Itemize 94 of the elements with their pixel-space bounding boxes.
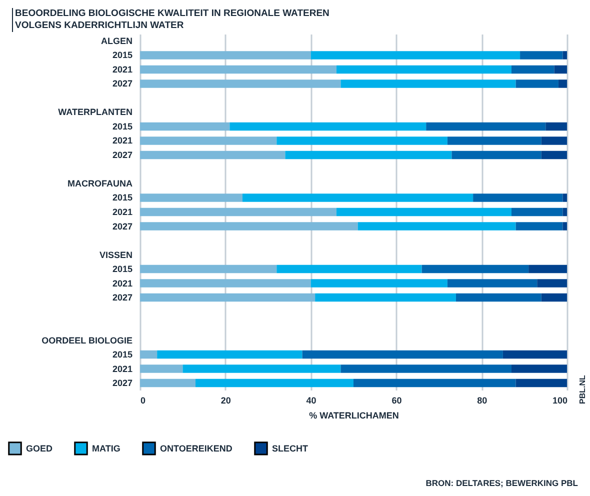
bar bbox=[562, 208, 567, 216]
bar bbox=[140, 208, 336, 216]
bar bbox=[140, 80, 341, 88]
y-tick-label: 2015 bbox=[112, 192, 132, 203]
x-tick-label: 100 bbox=[552, 396, 568, 406]
bar bbox=[558, 80, 567, 88]
bar bbox=[302, 350, 503, 359]
y-tick-label: 2021 bbox=[112, 278, 132, 288]
bar bbox=[182, 364, 341, 373]
bar bbox=[140, 264, 277, 274]
y-tick-label: WATERPLANTEN bbox=[58, 107, 132, 118]
bar bbox=[541, 136, 567, 145]
bar bbox=[447, 279, 538, 288]
bar bbox=[447, 136, 542, 145]
legend-label: MATIG bbox=[92, 443, 120, 454]
bar bbox=[502, 350, 567, 359]
bar bbox=[511, 364, 567, 373]
y-tick-label: 2015 bbox=[112, 264, 132, 274]
bar bbox=[140, 65, 336, 74]
bar bbox=[354, 378, 516, 388]
x-axis-title: % WATERLICHAMEN bbox=[309, 410, 399, 420]
bar bbox=[452, 150, 542, 160]
y-tick-label: 2027 bbox=[112, 221, 132, 232]
bar bbox=[340, 80, 516, 88]
bar bbox=[511, 208, 563, 216]
bar bbox=[541, 150, 567, 160]
x-tick-label: 60 bbox=[392, 396, 402, 406]
bar bbox=[140, 364, 183, 373]
bar bbox=[140, 122, 230, 131]
bar bbox=[276, 136, 448, 145]
bar bbox=[140, 194, 242, 202]
bar bbox=[422, 264, 529, 274]
y-tick-label: 2027 bbox=[112, 292, 132, 303]
bar bbox=[511, 65, 554, 74]
bar bbox=[537, 279, 567, 288]
bar bbox=[157, 350, 302, 359]
bar bbox=[196, 378, 354, 388]
bar bbox=[140, 350, 158, 359]
bar bbox=[562, 51, 567, 60]
y-tick-label: 2015 bbox=[112, 121, 132, 132]
x-tick-label: 40 bbox=[306, 396, 316, 406]
bar bbox=[310, 279, 448, 288]
legend-label: SLECHT bbox=[272, 443, 308, 454]
y-tick-label: 2021 bbox=[112, 64, 132, 74]
bar bbox=[562, 222, 567, 230]
y-tick-label: 2027 bbox=[112, 378, 132, 388]
bar bbox=[520, 51, 563, 60]
bar bbox=[140, 279, 311, 288]
y-tick-label: 2027 bbox=[112, 150, 132, 160]
bar bbox=[140, 136, 277, 145]
x-tick-label: 0 bbox=[140, 396, 146, 406]
y-tick-label: 2021 bbox=[112, 136, 132, 146]
y-tick-label: ALGEN bbox=[101, 36, 132, 46]
bar bbox=[554, 65, 567, 74]
bar bbox=[276, 264, 422, 274]
bar bbox=[336, 208, 512, 216]
legend-label: GOED bbox=[26, 443, 54, 454]
y-tick-label: OORDEEL BIOLOGIE bbox=[42, 335, 132, 346]
legend-label: ONTOEREIKEND bbox=[160, 443, 233, 454]
bar bbox=[140, 222, 358, 230]
bar bbox=[315, 293, 456, 302]
bar bbox=[340, 364, 512, 373]
bar bbox=[242, 194, 474, 202]
text: BRON: DELTARES; BEWERKING PBL bbox=[426, 478, 578, 488]
bar bbox=[528, 264, 567, 274]
y-tick-label: VISSEN bbox=[99, 250, 132, 260]
bar bbox=[516, 80, 558, 88]
y-tick-label: 2015 bbox=[112, 350, 132, 360]
bar bbox=[140, 378, 196, 388]
text: PBL.NL bbox=[578, 375, 587, 404]
bar bbox=[541, 293, 567, 302]
bar bbox=[546, 122, 567, 131]
bar bbox=[456, 293, 542, 302]
x-tick-label: 20 bbox=[220, 396, 231, 406]
y-tick-label: 2021 bbox=[112, 364, 132, 374]
y-tick-label: MACROFAUNA bbox=[68, 178, 133, 188]
bar bbox=[230, 122, 426, 131]
y-tick-label: 2027 bbox=[112, 78, 132, 89]
bar bbox=[516, 222, 563, 230]
bar bbox=[562, 194, 567, 202]
bar bbox=[336, 65, 512, 74]
bar bbox=[358, 222, 516, 230]
x-tick-label: 80 bbox=[477, 396, 488, 406]
y-tick-label: 2021 bbox=[112, 207, 132, 217]
bar bbox=[426, 122, 546, 131]
bar bbox=[140, 150, 286, 160]
bar bbox=[310, 51, 520, 60]
bar bbox=[285, 150, 452, 160]
chart-title: BEOORDELING BIOLOGISCHE KWALITEIT IN REGIONALE WATEREN VOLGENS KADERRICHTLIJN WATER bbox=[12, 8, 375, 32]
bar bbox=[140, 51, 311, 60]
bar bbox=[140, 293, 316, 302]
y-tick-label: 2015 bbox=[112, 50, 132, 60]
bar bbox=[516, 378, 567, 388]
bar bbox=[473, 194, 563, 202]
